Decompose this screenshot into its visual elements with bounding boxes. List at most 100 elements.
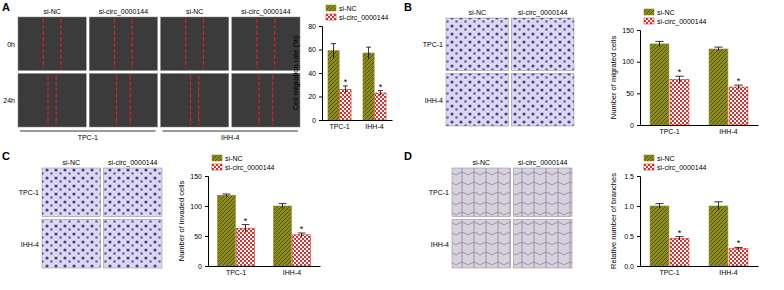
error-bar [331, 44, 336, 58]
y-tick: 100 [190, 203, 208, 210]
y-tick: 150 [190, 173, 208, 180]
image-panel [452, 168, 511, 217]
tick-mark [637, 125, 640, 126]
axis-line [205, 177, 209, 267]
y-tick: 50 [194, 233, 208, 240]
legend-label: si-NC [657, 155, 675, 162]
wound-edge [60, 19, 61, 69]
image-panel [161, 17, 229, 71]
bar [375, 93, 386, 120]
group-label: IHH-4 [221, 134, 239, 141]
tick-mark [319, 26, 322, 27]
tick-label: 100 [622, 58, 634, 65]
tick-label: IHH-4 [283, 269, 301, 276]
error-bar [655, 41, 663, 46]
image-panel [89, 74, 157, 128]
y-axis-title: Relative number of branches [609, 173, 618, 269]
wound-edge [114, 19, 115, 69]
y-tick: 80 [308, 23, 322, 30]
wound-edge [43, 19, 44, 69]
x-tick: TPC-1 [659, 125, 679, 135]
tick-label: 0 [198, 263, 202, 270]
legend-swatch [212, 164, 222, 170]
annotation: * [244, 216, 248, 226]
column-label: si-circ_0000144 [518, 9, 568, 17]
y-axis: 0 50 100 150 [190, 173, 208, 270]
x-axis: TPC-1 IHH-4 [641, 266, 759, 276]
column-label: si-NC [43, 8, 61, 15]
image-panel [42, 220, 101, 269]
tick-label: 0.0 [624, 263, 634, 270]
row-label: TPC-1 [429, 189, 449, 196]
tick-label: 150 [622, 27, 634, 34]
panel-letter: B [404, 1, 412, 13]
tick-label: 100 [190, 203, 202, 210]
wound-edge [47, 76, 48, 126]
tick-label: 50 [626, 90, 634, 97]
axis-line [323, 120, 393, 121]
column-label: si-NC [473, 159, 491, 166]
legend-label: si-circ_0000144 [657, 164, 707, 172]
tick-mark [637, 266, 640, 267]
row-label: TPC-1 [19, 189, 39, 196]
image-panel [232, 74, 300, 128]
legend-swatch [212, 155, 222, 161]
wound-edge [258, 76, 259, 126]
panel-letter: D [404, 150, 412, 162]
plot-marks [328, 44, 386, 120]
image-panel [161, 74, 229, 128]
tick-label: TPC-1 [226, 269, 246, 276]
bar [729, 87, 748, 125]
plot-marks [650, 41, 748, 125]
chart: 050100150TPC-1IHH-4Number of invaded cel… [177, 155, 321, 276]
row-label: 0h [7, 41, 15, 48]
error-bar [714, 202, 722, 210]
y-tick: 1.0 [624, 203, 640, 210]
row-label: TPC-1 [423, 41, 443, 48]
tick-label: 80 [308, 23, 316, 30]
bar [293, 235, 311, 266]
annotation: * [678, 67, 682, 77]
error-bar [223, 194, 231, 196]
plot-marks [650, 202, 748, 266]
image-panel [514, 168, 573, 217]
tick-label: TPC-1 [329, 123, 349, 130]
y-tick: 1.5 [624, 173, 640, 180]
column-label: si-circ_0000144 [108, 159, 158, 167]
tick-label: 0.5 [624, 233, 634, 240]
legend: si-NCsi-circ_0000144 [326, 5, 389, 22]
panel: Csi-NCsi-circ_0000144TPC-1IHH-4050100150… [2, 150, 321, 276]
image-panel [104, 168, 163, 217]
y-axis: 050100150 [622, 27, 640, 129]
tick-label: TPC-1 [659, 269, 679, 276]
tick-mark [637, 30, 640, 31]
wound-edge [274, 19, 275, 69]
x-tick: IHH-4 [719, 125, 737, 135]
axis-line [209, 266, 321, 267]
row-label: IHH-4 [21, 241, 39, 248]
bar [218, 195, 236, 266]
x-tick: IHH-4 [719, 266, 737, 276]
legend-swatch [644, 9, 654, 15]
legend-swatch [326, 14, 336, 20]
y-axis-title: Number of migrated cells [609, 36, 618, 120]
annotation: * [379, 82, 383, 92]
bar [709, 206, 728, 266]
wound-edge [256, 19, 257, 69]
group-bracket [163, 131, 299, 132]
group-label: TPC-1 [78, 134, 98, 141]
chart: 020406080TPC-1IHH-4Cell migration rate (… [291, 5, 393, 130]
bar [237, 228, 255, 266]
tick-label: 40 [308, 70, 316, 77]
tick-label: 50 [194, 233, 202, 240]
panel: Dsi-NC si-circ_0000144 TPC-1 IHH-4 0.0 0.5 1.0… [404, 150, 759, 276]
x-tick: IHH-4 [283, 266, 301, 276]
y-tick: 60 [308, 46, 322, 53]
image-panel [232, 17, 300, 71]
image-grid: si-NCsi-circ_0000144TPC-1IHH-4 [19, 159, 162, 268]
panel-letter: C [2, 150, 10, 162]
annotation: * [678, 228, 682, 238]
tick-label: 1.0 [624, 203, 634, 210]
axis-line [641, 266, 759, 267]
legend-swatch [644, 18, 654, 24]
